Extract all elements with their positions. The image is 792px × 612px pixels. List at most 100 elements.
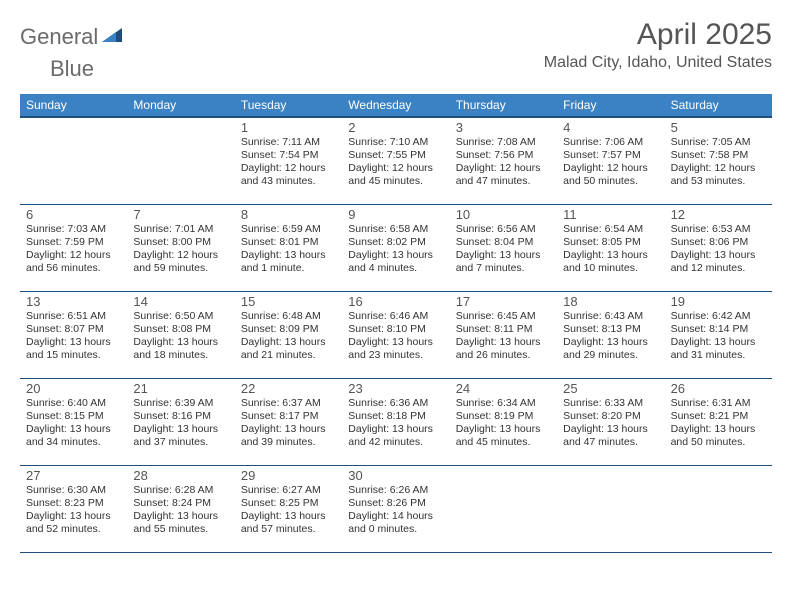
cell-daylight1: Daylight: 13 hours	[563, 249, 658, 262]
day-number: 27	[26, 468, 121, 483]
cell-sunrise: Sunrise: 6:26 AM	[348, 484, 443, 497]
cell-sunrise: Sunrise: 6:42 AM	[671, 310, 766, 323]
calendar-cell: 14Sunrise: 6:50 AMSunset: 8:08 PMDayligh…	[127, 292, 234, 378]
day-number: 24	[456, 381, 551, 396]
day-number: 15	[241, 294, 336, 309]
cell-daylight1: Daylight: 12 hours	[456, 162, 551, 175]
cell-sunrise: Sunrise: 6:48 AM	[241, 310, 336, 323]
cell-sunset: Sunset: 8:18 PM	[348, 410, 443, 423]
calendar-cell-empty	[665, 466, 772, 552]
week-row: 13Sunrise: 6:51 AMSunset: 8:07 PMDayligh…	[20, 292, 772, 379]
calendar-cell: 6Sunrise: 7:03 AMSunset: 7:59 PMDaylight…	[20, 205, 127, 291]
cell-sunset: Sunset: 8:17 PM	[241, 410, 336, 423]
weekday-monday: Monday	[127, 94, 234, 116]
cell-sunset: Sunset: 8:07 PM	[26, 323, 121, 336]
cell-daylight2: and 50 minutes.	[671, 436, 766, 449]
cell-sunrise: Sunrise: 6:33 AM	[563, 397, 658, 410]
cell-daylight1: Daylight: 13 hours	[348, 423, 443, 436]
cell-daylight1: Daylight: 13 hours	[563, 336, 658, 349]
cell-sunrise: Sunrise: 6:58 AM	[348, 223, 443, 236]
cell-sunset: Sunset: 7:54 PM	[241, 149, 336, 162]
cell-sunrise: Sunrise: 6:39 AM	[133, 397, 228, 410]
calendar-cell: 13Sunrise: 6:51 AMSunset: 8:07 PMDayligh…	[20, 292, 127, 378]
day-number: 1	[241, 120, 336, 135]
cell-daylight1: Daylight: 12 hours	[671, 162, 766, 175]
cell-daylight2: and 23 minutes.	[348, 349, 443, 362]
calendar-cell: 29Sunrise: 6:27 AMSunset: 8:25 PMDayligh…	[235, 466, 342, 552]
cell-daylight1: Daylight: 13 hours	[348, 249, 443, 262]
calendar-cell: 11Sunrise: 6:54 AMSunset: 8:05 PMDayligh…	[557, 205, 664, 291]
cell-sunrise: Sunrise: 7:06 AM	[563, 136, 658, 149]
cell-daylight1: Daylight: 12 hours	[133, 249, 228, 262]
cell-sunrise: Sunrise: 6:40 AM	[26, 397, 121, 410]
week-row: 6Sunrise: 7:03 AMSunset: 7:59 PMDaylight…	[20, 205, 772, 292]
cell-daylight2: and 34 minutes.	[26, 436, 121, 449]
weekday-sunday: Sunday	[20, 94, 127, 116]
cell-daylight1: Daylight: 13 hours	[133, 423, 228, 436]
cell-daylight2: and 1 minute.	[241, 262, 336, 275]
calendar-cell: 9Sunrise: 6:58 AMSunset: 8:02 PMDaylight…	[342, 205, 449, 291]
cell-daylight2: and 50 minutes.	[563, 175, 658, 188]
weekday-wednesday: Wednesday	[342, 94, 449, 116]
cell-sunset: Sunset: 8:01 PM	[241, 236, 336, 249]
day-number: 25	[563, 381, 658, 396]
logo-triangle-icon	[102, 26, 122, 47]
cell-sunrise: Sunrise: 7:11 AM	[241, 136, 336, 149]
day-number: 21	[133, 381, 228, 396]
location: Malad City, Idaho, United States	[544, 54, 772, 72]
week-row: 27Sunrise: 6:30 AMSunset: 8:23 PMDayligh…	[20, 466, 772, 553]
cell-sunset: Sunset: 8:25 PM	[241, 497, 336, 510]
page-title: April 2025	[544, 18, 772, 52]
cell-sunrise: Sunrise: 7:01 AM	[133, 223, 228, 236]
cell-daylight2: and 31 minutes.	[671, 349, 766, 362]
cell-sunset: Sunset: 8:02 PM	[348, 236, 443, 249]
cell-sunset: Sunset: 8:10 PM	[348, 323, 443, 336]
day-number: 11	[563, 207, 658, 222]
day-number: 30	[348, 468, 443, 483]
day-number: 6	[26, 207, 121, 222]
cell-sunset: Sunset: 7:58 PM	[671, 149, 766, 162]
calendar-cell: 3Sunrise: 7:08 AMSunset: 7:56 PMDaylight…	[450, 118, 557, 204]
cell-sunrise: Sunrise: 6:27 AM	[241, 484, 336, 497]
calendar-cell: 1Sunrise: 7:11 AMSunset: 7:54 PMDaylight…	[235, 118, 342, 204]
cell-daylight2: and 26 minutes.	[456, 349, 551, 362]
calendar-cell: 17Sunrise: 6:45 AMSunset: 8:11 PMDayligh…	[450, 292, 557, 378]
cell-sunrise: Sunrise: 6:31 AM	[671, 397, 766, 410]
calendar-cell: 25Sunrise: 6:33 AMSunset: 8:20 PMDayligh…	[557, 379, 664, 465]
calendar-cell: 24Sunrise: 6:34 AMSunset: 8:19 PMDayligh…	[450, 379, 557, 465]
logo-word2: Blue	[50, 56, 94, 81]
day-number: 17	[456, 294, 551, 309]
cell-daylight1: Daylight: 13 hours	[241, 249, 336, 262]
weekday-header-row: SundayMondayTuesdayWednesdayThursdayFrid…	[20, 94, 772, 116]
cell-daylight1: Daylight: 12 hours	[241, 162, 336, 175]
day-number: 23	[348, 381, 443, 396]
calendar-cell: 4Sunrise: 7:06 AMSunset: 7:57 PMDaylight…	[557, 118, 664, 204]
cell-daylight2: and 4 minutes.	[348, 262, 443, 275]
cell-sunset: Sunset: 8:06 PM	[671, 236, 766, 249]
logo-word1: General	[20, 24, 98, 50]
cell-sunrise: Sunrise: 6:34 AM	[456, 397, 551, 410]
cell-sunrise: Sunrise: 6:46 AM	[348, 310, 443, 323]
cell-sunrise: Sunrise: 7:05 AM	[671, 136, 766, 149]
cell-sunrise: Sunrise: 6:45 AM	[456, 310, 551, 323]
day-number: 8	[241, 207, 336, 222]
day-number: 12	[671, 207, 766, 222]
cell-daylight1: Daylight: 13 hours	[133, 336, 228, 349]
cell-daylight1: Daylight: 13 hours	[241, 423, 336, 436]
calendar-cell-empty	[127, 118, 234, 204]
cell-sunset: Sunset: 7:55 PM	[348, 149, 443, 162]
cell-daylight2: and 15 minutes.	[26, 349, 121, 362]
cell-daylight2: and 45 minutes.	[348, 175, 443, 188]
calendar-cell: 8Sunrise: 6:59 AMSunset: 8:01 PMDaylight…	[235, 205, 342, 291]
cell-sunrise: Sunrise: 6:51 AM	[26, 310, 121, 323]
day-number: 29	[241, 468, 336, 483]
calendar-cell-empty	[450, 466, 557, 552]
weekday-thursday: Thursday	[450, 94, 557, 116]
cell-sunset: Sunset: 7:59 PM	[26, 236, 121, 249]
cell-daylight2: and 59 minutes.	[133, 262, 228, 275]
cell-daylight1: Daylight: 13 hours	[456, 423, 551, 436]
calendar-cell: 10Sunrise: 6:56 AMSunset: 8:04 PMDayligh…	[450, 205, 557, 291]
cell-daylight2: and 29 minutes.	[563, 349, 658, 362]
cell-sunrise: Sunrise: 6:28 AM	[133, 484, 228, 497]
cell-daylight2: and 10 minutes.	[563, 262, 658, 275]
